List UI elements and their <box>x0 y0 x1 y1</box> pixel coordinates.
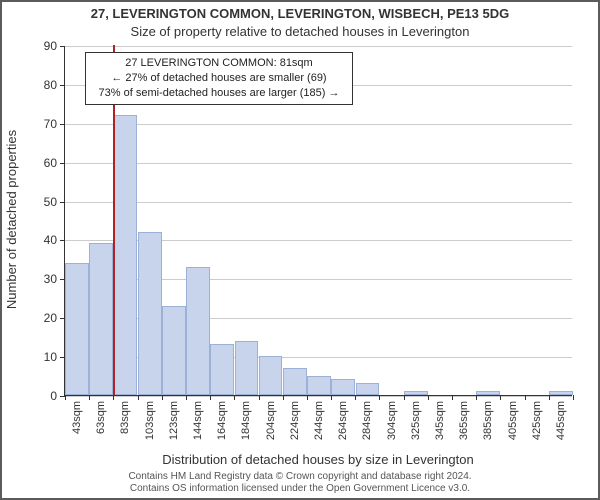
x-tick-mark <box>307 395 308 400</box>
histogram-bar <box>65 263 89 395</box>
page-title: 27, LEVERINGTON COMMON, LEVERINGTON, WIS… <box>2 6 598 21</box>
x-tick-mark <box>500 395 501 400</box>
x-tick-label: 204sqm <box>265 401 277 440</box>
credits-line1: Contains HM Land Registry data © Crown c… <box>2 471 598 483</box>
histogram-bar <box>138 232 162 395</box>
x-tick-label: 184sqm <box>240 401 252 440</box>
x-tick-mark <box>138 395 139 400</box>
x-tick-label: 345sqm <box>434 401 446 440</box>
x-tick-mark <box>113 395 114 400</box>
y-tick-label: 70 <box>44 117 65 131</box>
histogram-bar <box>356 383 380 395</box>
y-tick-label: 60 <box>44 156 65 170</box>
x-tick-label: 144sqm <box>192 401 204 440</box>
histogram-bar <box>331 379 355 395</box>
x-tick-label: 43sqm <box>71 401 83 434</box>
x-tick-label: 325sqm <box>410 401 422 440</box>
y-axis-label: Number of detached properties <box>4 46 20 392</box>
annotation-line-title: 27 LEVERINGTON COMMON: 81sqm <box>92 56 346 71</box>
x-tick-label: 164sqm <box>216 401 228 440</box>
y-tick-label: 0 <box>50 389 65 403</box>
page-subtitle: Size of property relative to detached ho… <box>2 24 598 39</box>
grid-line <box>65 396 572 397</box>
x-tick-mark <box>234 395 235 400</box>
x-tick-mark <box>331 395 332 400</box>
grid-line <box>65 163 572 164</box>
x-tick-label: 365sqm <box>458 401 470 440</box>
plot-area: 010203040506070809043sqm63sqm83sqm103sqm… <box>64 46 572 396</box>
x-tick-mark <box>379 395 380 400</box>
x-tick-mark <box>162 395 163 400</box>
x-tick-mark <box>549 395 550 400</box>
x-tick-mark <box>452 395 453 400</box>
x-tick-mark <box>210 395 211 400</box>
x-tick-mark <box>404 395 405 400</box>
histogram-bar <box>404 391 428 395</box>
x-tick-label: 244sqm <box>313 401 325 440</box>
y-tick-label: 20 <box>44 311 65 325</box>
x-tick-label: 385sqm <box>482 401 494 440</box>
x-tick-mark <box>65 395 66 400</box>
x-axis-label: Distribution of detached houses by size … <box>64 452 572 467</box>
y-tick-label: 40 <box>44 233 65 247</box>
y-tick-label: 30 <box>44 272 65 286</box>
x-tick-label: 123sqm <box>168 401 180 440</box>
x-tick-mark <box>283 395 284 400</box>
x-tick-label: 304sqm <box>386 401 398 440</box>
y-tick-label: 80 <box>44 78 65 92</box>
y-tick-label: 90 <box>44 39 65 53</box>
histogram-bar <box>549 391 573 395</box>
annotation-line-smaller: ← 27% of detached houses are smaller (69… <box>92 71 346 86</box>
histogram-bar <box>307 376 331 395</box>
x-tick-label: 63sqm <box>95 401 107 434</box>
x-tick-mark <box>525 395 526 400</box>
histogram-bar <box>283 368 307 395</box>
x-tick-mark <box>573 395 574 400</box>
x-tick-mark <box>355 395 356 400</box>
annotation-box: 27 LEVERINGTON COMMON: 81sqm ← 27% of de… <box>85 52 353 105</box>
y-tick-label: 10 <box>44 350 65 364</box>
x-tick-label: 103sqm <box>144 401 156 440</box>
grid-line <box>65 202 572 203</box>
histogram-bar <box>210 344 234 395</box>
histogram-bar <box>235 341 259 395</box>
x-tick-mark <box>259 395 260 400</box>
histogram-bar <box>186 267 210 395</box>
x-tick-label: 284sqm <box>361 401 373 440</box>
x-tick-label: 425sqm <box>531 401 543 440</box>
x-tick-label: 405sqm <box>507 401 519 440</box>
histogram-bar <box>89 243 113 395</box>
credits-line2: Contains OS information licensed under t… <box>2 483 598 495</box>
histogram-bar <box>259 356 283 395</box>
x-tick-label: 224sqm <box>289 401 301 440</box>
x-tick-mark <box>89 395 90 400</box>
credits: Contains HM Land Registry data © Crown c… <box>2 471 598 495</box>
grid-line <box>65 124 572 125</box>
x-tick-mark <box>428 395 429 400</box>
grid-line <box>65 46 572 47</box>
x-tick-mark <box>186 395 187 400</box>
x-tick-mark <box>476 395 477 400</box>
x-tick-label: 264sqm <box>337 401 349 440</box>
y-tick-label: 50 <box>44 195 65 209</box>
annotation-line-larger: 73% of semi-detached houses are larger (… <box>92 86 346 101</box>
x-tick-label: 445sqm <box>555 401 567 440</box>
histogram-bar <box>114 115 138 395</box>
histogram-bar <box>162 306 186 395</box>
x-tick-label: 83sqm <box>119 401 131 434</box>
histogram-bar <box>476 391 500 395</box>
chart-container: 27, LEVERINGTON COMMON, LEVERINGTON, WIS… <box>0 0 600 500</box>
